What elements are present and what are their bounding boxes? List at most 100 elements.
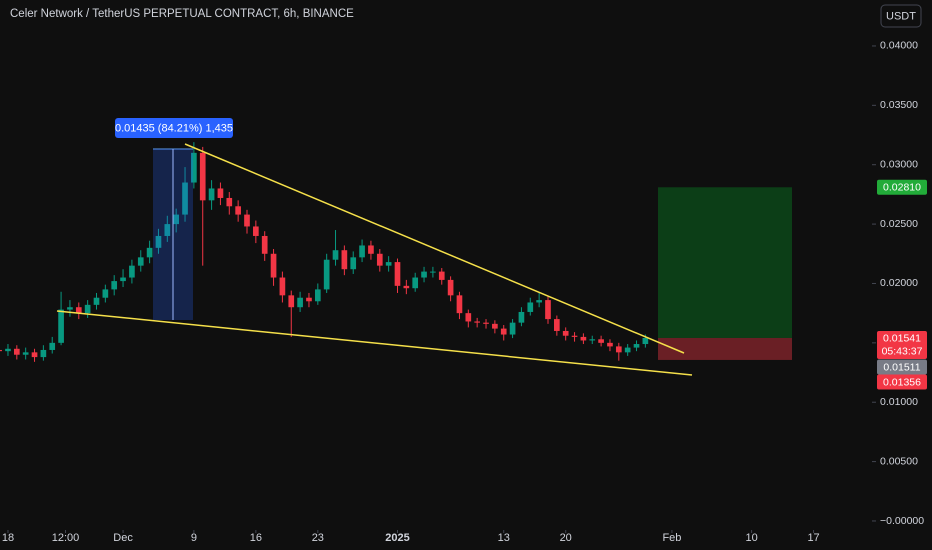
price-axis bbox=[872, 0, 932, 550]
candle-body bbox=[306, 297, 312, 302]
measure-label: 0.01435 (84.21%) 1,435 bbox=[115, 122, 233, 134]
candle-body bbox=[146, 247, 153, 258]
candle-body bbox=[509, 322, 516, 335]
candle-body bbox=[288, 295, 295, 308]
plot-area bbox=[0, 142, 792, 362]
x-tick-label: 10 bbox=[745, 532, 757, 544]
currency-button[interactable] bbox=[880, 4, 922, 28]
stop-price-bg bbox=[877, 374, 927, 390]
candle-body bbox=[438, 271, 445, 280]
chart-title: Celer Network / TetherUS PERPETUAL CONTR… bbox=[10, 8, 354, 20]
target-price-bg bbox=[877, 179, 927, 195]
candle-body bbox=[102, 289, 109, 298]
stop-price: 0.01356 bbox=[883, 376, 921, 388]
candle-body bbox=[199, 152, 206, 201]
stop-zone bbox=[658, 337, 792, 360]
y-tick-label: −0.00000 bbox=[880, 515, 924, 527]
candle-body bbox=[226, 197, 233, 207]
candle-body bbox=[412, 277, 419, 289]
candle-body bbox=[93, 297, 100, 305]
candle-body bbox=[5, 348, 11, 352]
countdown: 05:43:37 bbox=[882, 345, 923, 357]
candle-body bbox=[350, 257, 357, 270]
candle-body bbox=[0, 349, 2, 352]
candle-body bbox=[173, 214, 180, 225]
candle-body bbox=[31, 352, 38, 358]
candle-body bbox=[500, 328, 507, 335]
y-tick-label: 0.04000 bbox=[880, 40, 918, 52]
candle-body bbox=[394, 262, 401, 286]
x-tick-label: Dec bbox=[113, 532, 133, 544]
last-price: 0.01511 bbox=[883, 361, 920, 373]
candle-body bbox=[589, 339, 596, 341]
y-tick-label: 0.01000 bbox=[880, 396, 918, 408]
candle-body bbox=[465, 313, 472, 322]
candle-body bbox=[191, 152, 197, 183]
candle-body bbox=[447, 279, 454, 296]
candle-body bbox=[545, 300, 551, 320]
candle-body bbox=[368, 245, 374, 254]
candle-body bbox=[607, 342, 613, 347]
candle-body bbox=[615, 346, 622, 353]
upper-trendline bbox=[184, 143, 685, 354]
candle-body bbox=[49, 342, 56, 350]
candle-body bbox=[182, 182, 188, 215]
target-price: 0.02810 bbox=[883, 182, 921, 194]
candle-body bbox=[341, 250, 348, 270]
candle-body bbox=[633, 344, 640, 348]
candle-body bbox=[84, 304, 91, 314]
candle-body bbox=[624, 347, 631, 353]
candle-body bbox=[536, 300, 542, 303]
candle-body bbox=[137, 257, 144, 266]
candle-body bbox=[527, 302, 534, 312]
candle-body bbox=[75, 307, 82, 314]
candle-body bbox=[598, 339, 604, 343]
candle-body bbox=[403, 285, 410, 289]
x-tick-label: 18 bbox=[2, 532, 14, 544]
x-tick-label: 23 bbox=[312, 532, 324, 544]
last-price-bg bbox=[877, 359, 927, 375]
y-tick-label: 0.03500 bbox=[880, 99, 918, 111]
x-tick-label: 13 bbox=[498, 532, 510, 544]
candle-body bbox=[642, 337, 649, 345]
candle-body bbox=[13, 348, 20, 355]
candle-body bbox=[270, 253, 277, 278]
measure-label-bg bbox=[115, 118, 233, 138]
candle-body bbox=[164, 224, 171, 236]
x-tick-label: 9 bbox=[191, 532, 197, 544]
candle-body bbox=[261, 235, 268, 254]
candle-body bbox=[421, 271, 427, 278]
candle-body bbox=[332, 250, 339, 260]
candle-body bbox=[385, 262, 392, 266]
candle-body bbox=[323, 259, 330, 290]
candle-body bbox=[279, 277, 286, 296]
candle-body bbox=[571, 335, 578, 337]
candle-body bbox=[518, 311, 525, 323]
candle-body bbox=[235, 206, 241, 215]
candle-body bbox=[208, 188, 215, 201]
candle-body bbox=[562, 330, 569, 336]
candle-body bbox=[217, 188, 224, 198]
y-tick-label: 0.02000 bbox=[880, 277, 918, 289]
target-zone bbox=[658, 187, 792, 338]
x-tick-label: 12:00 bbox=[52, 532, 80, 544]
candle-body bbox=[244, 214, 250, 227]
candle-body bbox=[359, 245, 365, 258]
x-tick-label: Feb bbox=[662, 532, 681, 544]
x-tick-label: 17 bbox=[807, 532, 819, 544]
candle-body bbox=[580, 336, 587, 341]
lower-trendline bbox=[56, 310, 693, 376]
candle-body bbox=[483, 322, 489, 324]
y-tick-label: 0.03000 bbox=[880, 158, 918, 170]
candle-body bbox=[111, 281, 118, 290]
candle-body bbox=[456, 295, 463, 314]
entry-tag-bg bbox=[877, 331, 927, 359]
candle-body bbox=[120, 277, 126, 282]
candle-body bbox=[492, 323, 498, 329]
currency[interactable]: USDT bbox=[886, 10, 916, 22]
candle-body bbox=[67, 307, 73, 310]
candle-body bbox=[22, 352, 29, 355]
candle-body bbox=[155, 235, 162, 248]
